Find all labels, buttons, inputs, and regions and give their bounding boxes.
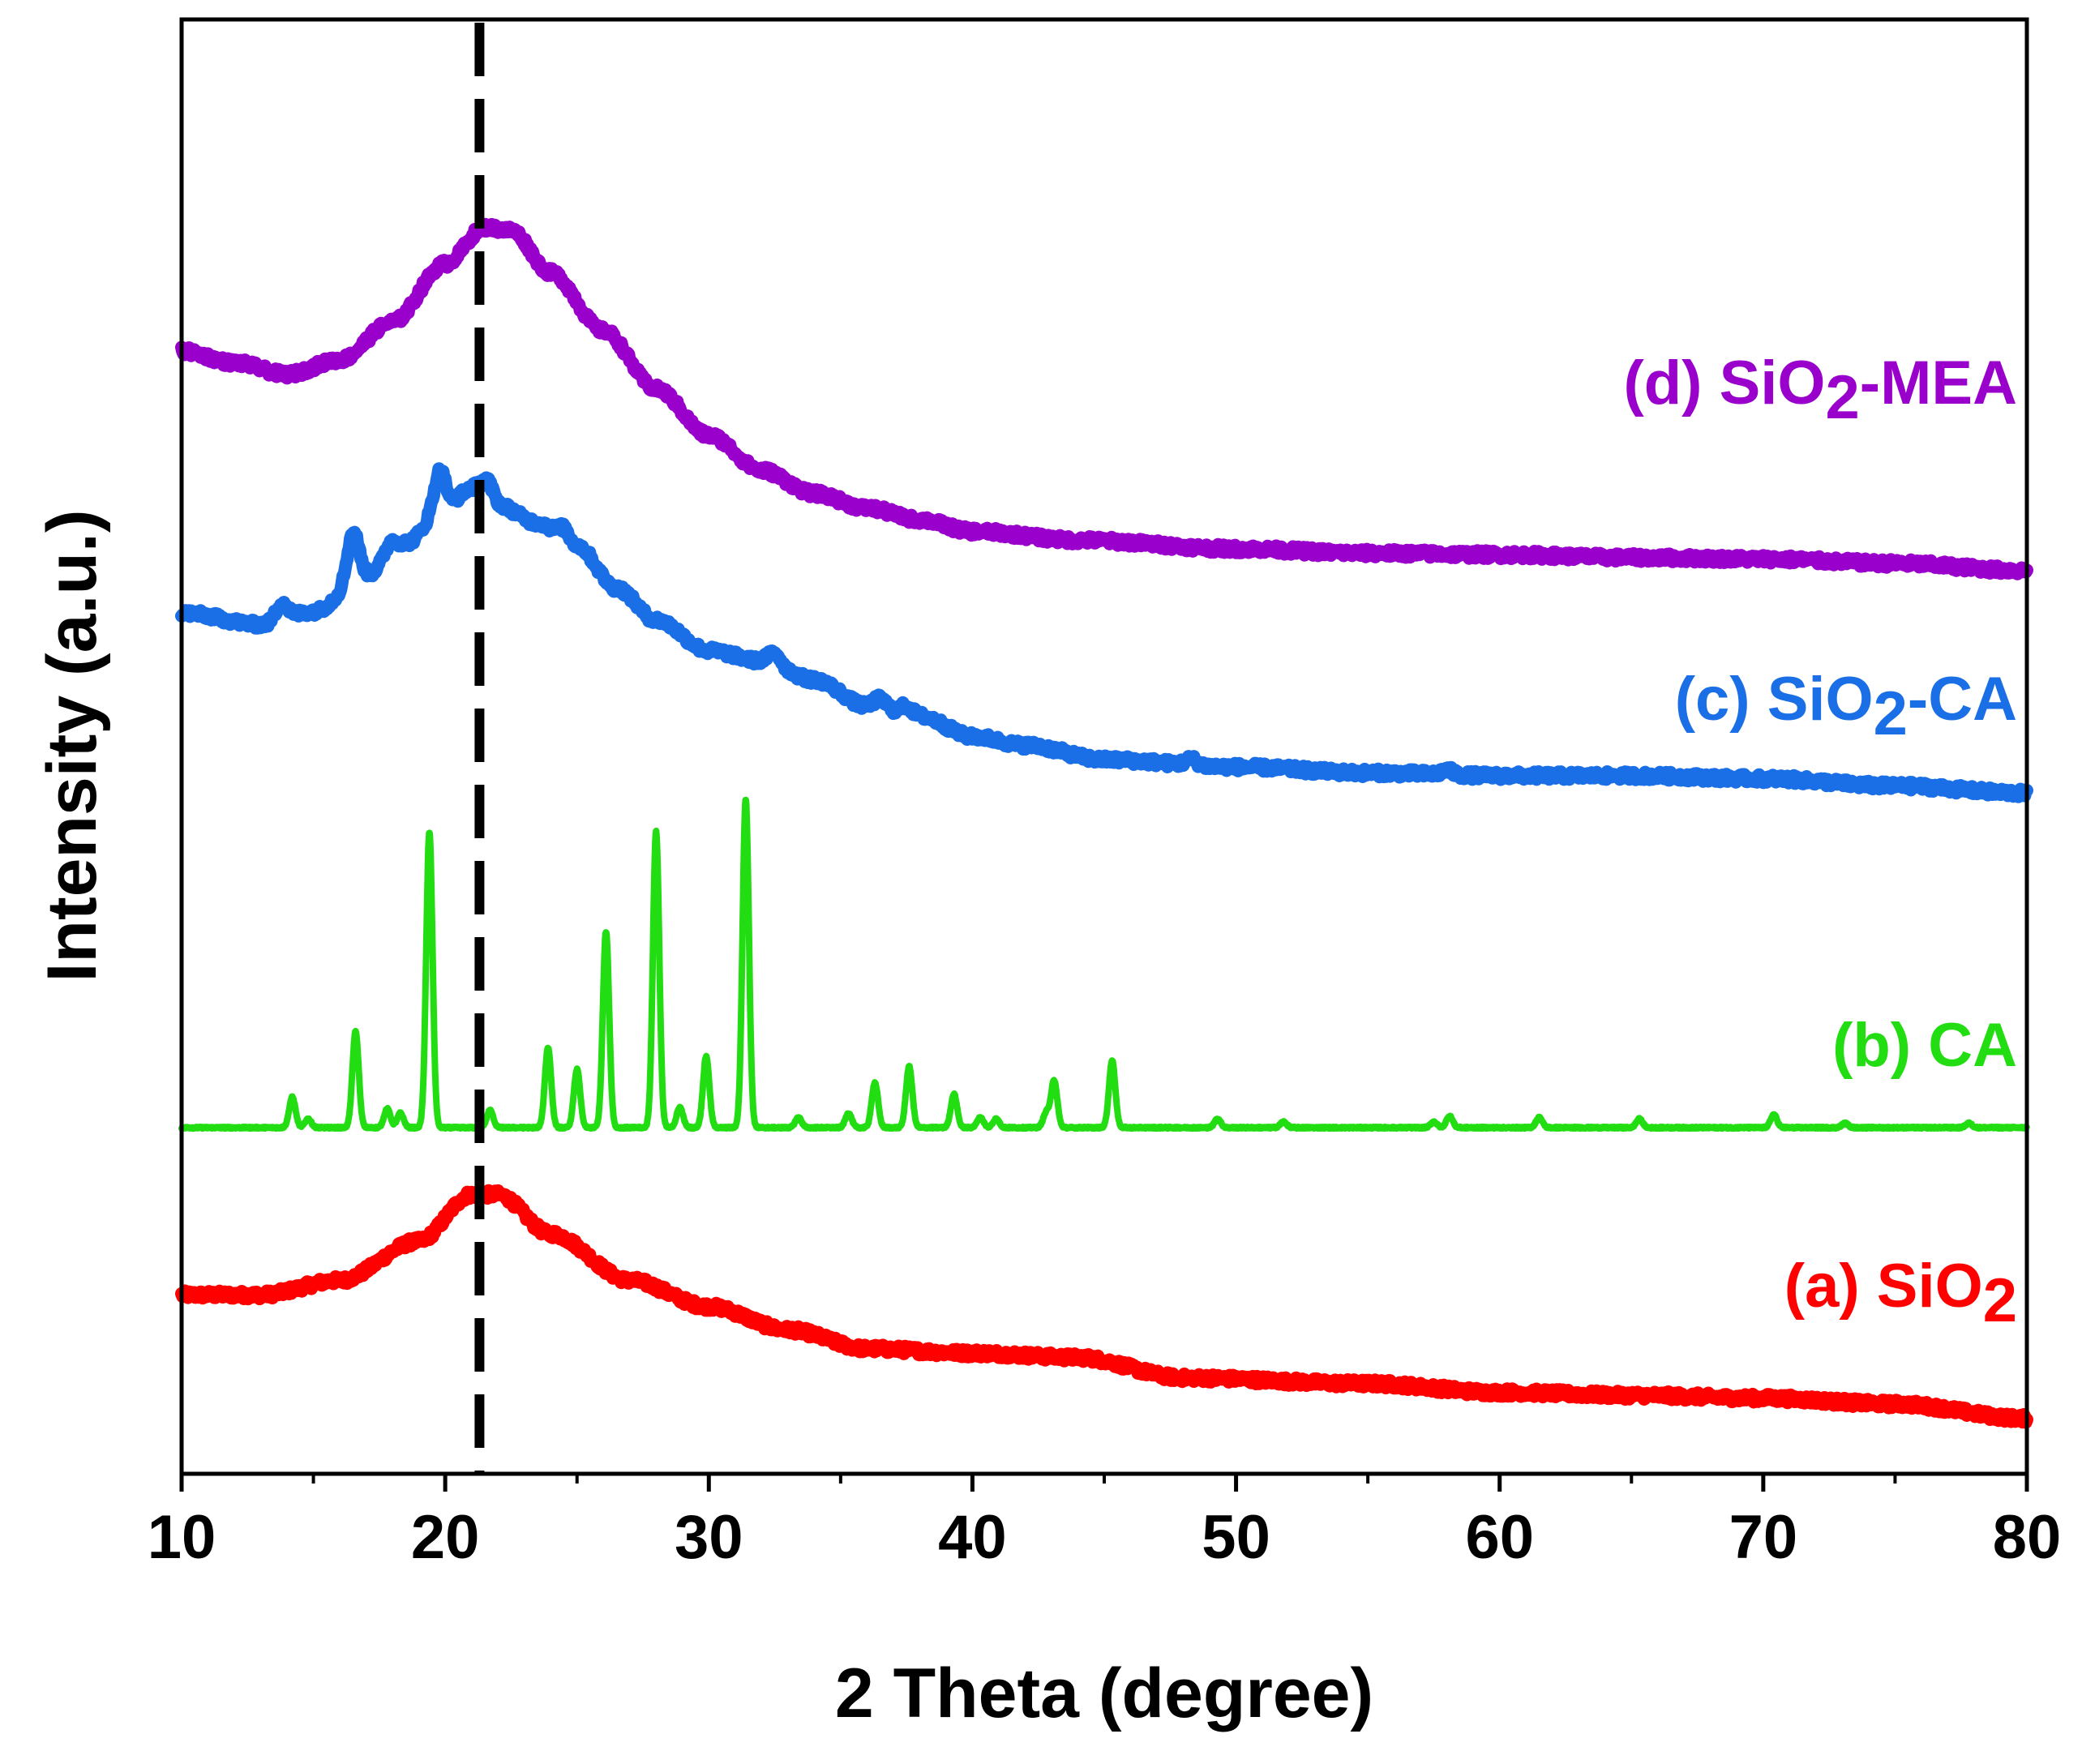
plot-frame [179,17,2029,1476]
x-tick-label: 20 [411,1503,480,1572]
y-axis-label: Intensity (a.u.) [33,510,111,983]
series-label-d: (d) SiO2-MEA [1623,349,2017,432]
x-tick-label: 50 [1202,1503,1270,1572]
series-line-b [178,796,2030,1132]
x-tick-label: 80 [1993,1503,2062,1572]
x-tick-label: 40 [938,1503,1007,1572]
series-labels: (a) SiO2 (b) CA (c) SiO2-CA (d) SiO2-MEA [1623,349,2017,1335]
x-axis-label: 2 Theta (degree) [835,1655,1373,1732]
series-layer [175,217,2033,1429]
series-line-d [175,217,2033,580]
x-tick-label: 60 [1465,1503,1534,1572]
x-tick-label: 30 [675,1503,743,1572]
x-tick-label: 70 [1729,1503,1798,1572]
series-line-a [175,1184,2033,1429]
series-label-c: (c) SiO2-CA [1675,665,2017,748]
x-tick-label: 10 [148,1503,216,1572]
x-axis-ticks: 10 20 30 40 50 60 70 80 [148,1474,2062,1572]
series-line-c [175,462,2033,803]
series-label-a: (a) SiO2 [1784,1252,2017,1335]
series-label-b: (b) CA [1832,1011,2017,1080]
